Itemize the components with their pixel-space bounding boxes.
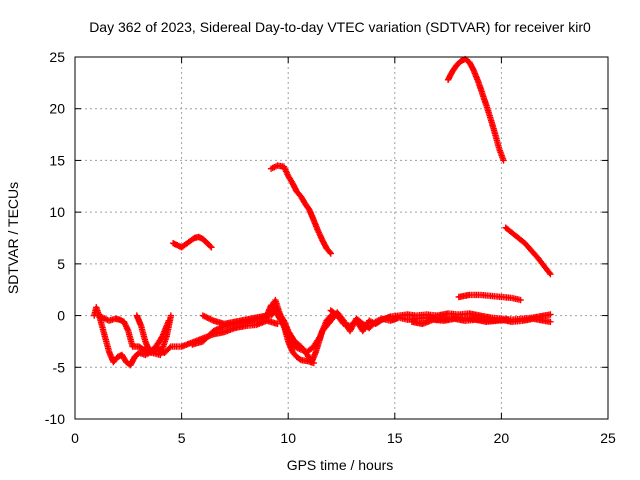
y-tick-label: -10 — [45, 411, 65, 427]
series-arc-low-3 — [133, 312, 172, 355]
chart-title: Day 362 of 2023, Sidereal Day-to-day VTE… — [89, 19, 591, 35]
x-tick-label: 10 — [280, 430, 296, 446]
series-arc-low-6 — [267, 307, 317, 367]
series-arc-mid-3 — [502, 224, 554, 278]
series-arc-mid-4 — [455, 291, 524, 304]
series-markers — [133, 312, 172, 355]
series-arc-mid-1 — [169, 233, 215, 251]
x-tick-label: 15 — [387, 430, 403, 446]
series-markers — [267, 162, 334, 257]
data-series — [91, 55, 554, 369]
series-markers — [455, 291, 524, 304]
axis-ticks: 0 5 10 15 20 25 -10 -5 0 5 10 15 20 25 — [45, 49, 616, 446]
x-tick-label: 20 — [494, 430, 510, 446]
series-markers — [267, 307, 317, 367]
y-tick-label: 5 — [57, 256, 65, 272]
y-tick-label: 20 — [49, 101, 65, 117]
series-markers — [169, 233, 215, 251]
plot-frame — [74, 56, 609, 420]
x-tick-label: 0 — [71, 430, 79, 446]
y-tick-label: 0 — [57, 308, 65, 324]
x-tick-label: 25 — [600, 430, 616, 446]
series-markers — [444, 55, 507, 164]
series-markers — [502, 224, 554, 278]
x-tick-label: 5 — [178, 430, 186, 446]
grid-lines — [75, 57, 608, 419]
y-tick-label: -5 — [53, 359, 66, 375]
y-tick-label: 10 — [49, 204, 65, 220]
series-arc-mid-2 — [267, 162, 334, 257]
x-axis-label: GPS time / hours — [287, 457, 394, 473]
y-axis-label: SDTVAR / TECUs — [5, 182, 21, 294]
y-tick-label: 25 — [49, 49, 65, 65]
y-tick-label: 15 — [49, 152, 65, 168]
series-arc-high-1 — [444, 55, 507, 164]
series-markers — [408, 315, 511, 327]
series-arc-low-8 — [408, 315, 511, 327]
